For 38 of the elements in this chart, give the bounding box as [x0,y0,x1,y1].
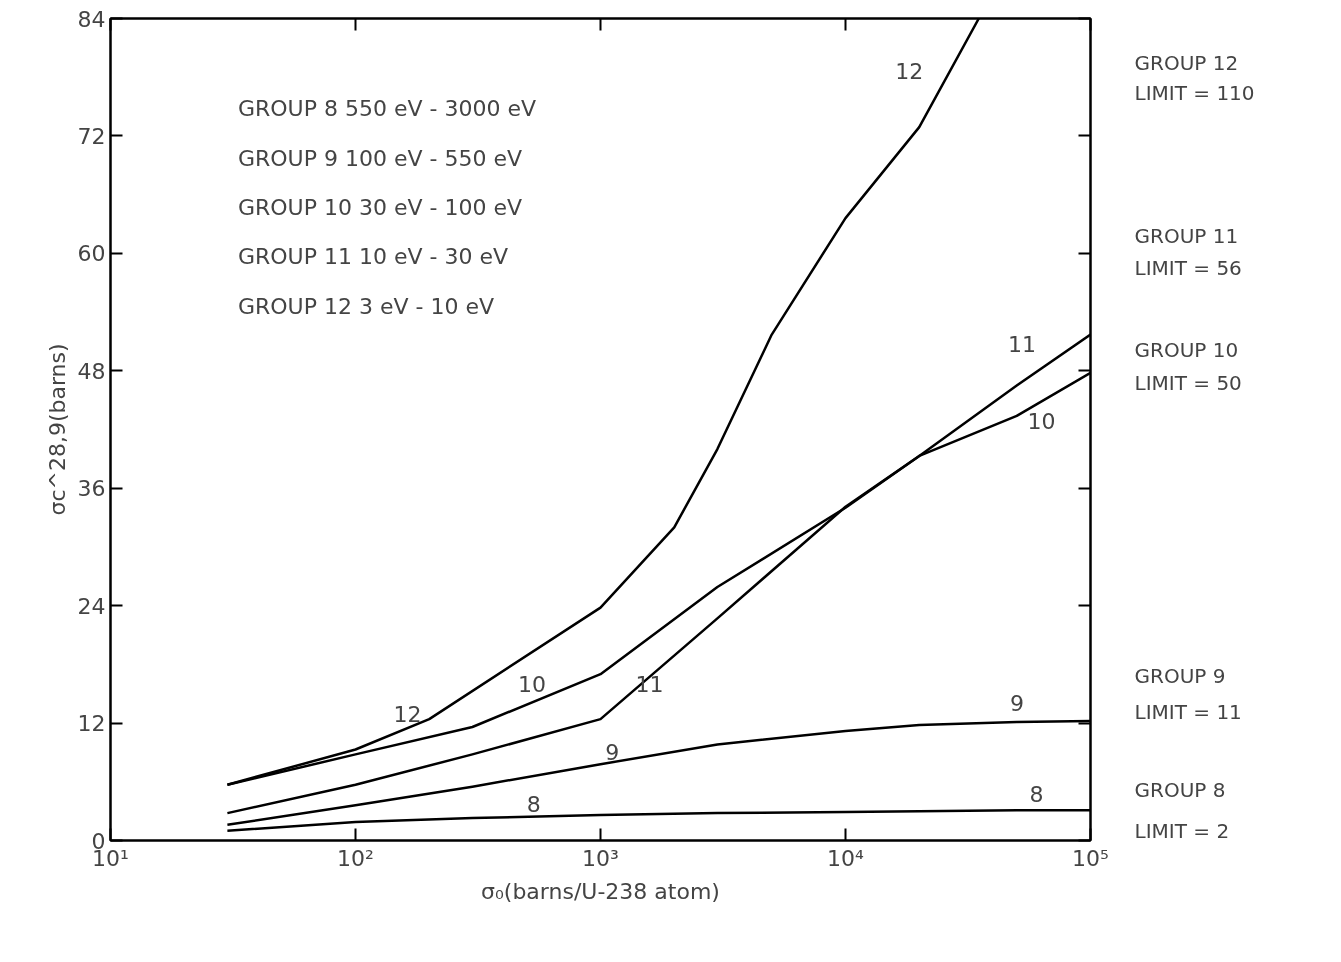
text: GROUP 10 [1134,337,1239,362]
x-tick-label: 10² [337,845,374,871]
y-tick-label: 36 [77,476,106,502]
annotation: 12 [393,701,422,727]
annotation: 9 [605,739,620,765]
text: LIMIT = 11 [1134,700,1242,725]
annotation: 11 [635,672,664,698]
y-tick-label: 84 [77,6,106,32]
y-tick-label: 24 [77,593,106,619]
x-tick-label: 10⁴ [827,845,865,871]
annotation: 12 [895,59,924,85]
x-axis-title: σ₀(barns/U-238 atom) [481,878,720,904]
annotation: 8 [526,791,541,817]
text: GROUP 12 [1134,50,1239,75]
annotation: GROUP 12 3 eV - 10 eV [237,293,494,319]
y-axis-title: σc^28,9(barns) [44,343,70,516]
x-tick-label: 10³ [582,845,619,871]
text: LIMIT = 50 [1134,370,1242,395]
annotation: GROUP 9 100 eV - 550 eV [237,145,522,171]
text: LIMIT = 110 [1134,81,1255,106]
text: GROUP 11 [1134,224,1239,249]
text: GROUP 8 [1134,777,1226,802]
text: LIMIT = 56 [1134,256,1242,281]
annotation: GROUP 11 10 eV - 30 eV [237,244,508,270]
text: GROUP 9 [1134,664,1226,689]
y-tick-label: 72 [77,123,106,149]
y-tick-label: 48 [77,358,106,384]
y-tick-label: 12 [77,711,106,737]
annotation: 11 [1007,332,1036,358]
text: LIMIT = 2 [1134,818,1230,843]
annotation: 10 [517,672,546,698]
y-tick-label: 60 [77,241,106,267]
annotation: GROUP 10 30 eV - 100 eV [237,195,522,221]
annotation: 8 [1029,782,1044,808]
annotation: 10 [1027,409,1056,435]
annotation: GROUP 8 550 eV - 3000 eV [237,96,536,122]
annotation: 9 [1010,691,1024,717]
x-tick-label: 10⁵ [1072,845,1109,871]
